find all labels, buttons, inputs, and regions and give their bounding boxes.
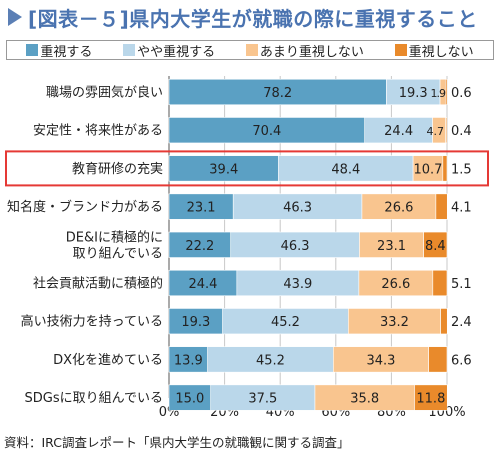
- bar-4-1: [168, 193, 234, 220]
- data-label-1-3: 1.9: [431, 87, 446, 100]
- data-label-5-4: 8.4: [425, 239, 446, 254]
- legend-swatch-1: [26, 44, 39, 56]
- bar-7-1: [168, 308, 223, 335]
- bar-4-3: [361, 193, 437, 220]
- bar-8-4: [428, 346, 448, 373]
- legend-swatch-3: [245, 44, 258, 56]
- data-label-8-4: 6.6: [451, 353, 472, 368]
- bar-8-1: [168, 346, 208, 373]
- legend-swatch-4: [394, 44, 407, 56]
- category-label-8: DX化を進めている: [53, 353, 163, 368]
- data-label-3-4: 1.5: [451, 162, 472, 177]
- bar-3-3: [412, 155, 444, 182]
- bar-9-1: [168, 384, 212, 411]
- bar-2-1: [168, 117, 366, 144]
- data-label-4-4: 4.1: [451, 201, 472, 216]
- legend-item-1: 重視する: [26, 41, 92, 60]
- data-label-9-3: 35.8: [350, 392, 379, 407]
- category-label-3: 教育研修の充実: [72, 161, 163, 177]
- bar-2-2: [364, 117, 433, 144]
- data-label-1-1: 78.2: [263, 86, 292, 101]
- data-label-2-3: 4.7: [427, 125, 445, 138]
- bar-6-4: [432, 269, 448, 297]
- bar-8-2: [207, 346, 334, 373]
- data-label-8-2: 45.2: [256, 353, 285, 368]
- category-label-7: 高い技術力を持っている: [21, 314, 163, 330]
- bar-3-1: [168, 155, 279, 182]
- data-label-1-2: 19.3: [399, 86, 428, 101]
- category-label-5: DE&Iに積極的に取り組んでいる: [66, 229, 163, 261]
- data-label-1-4: 0.6: [451, 86, 472, 101]
- bar-8-3: [332, 346, 429, 373]
- bar-5-3: [359, 231, 424, 258]
- data-label-2-4: 0.4: [451, 124, 472, 139]
- legend-swatch-2: [123, 44, 136, 56]
- bar-6-3: [358, 269, 434, 297]
- bar-2-4: [445, 117, 448, 144]
- data-label-3-2: 48.4: [331, 162, 360, 177]
- data-label-5-3: 23.1: [377, 239, 406, 254]
- bar-6-1: [168, 269, 238, 297]
- legend-label-4: 重視しない: [408, 44, 474, 60]
- source-note: 資料：IRC調査レポート「県内大学生の就職観に関する調査」: [4, 435, 350, 450]
- data-label-2-1: 70.4: [252, 124, 281, 139]
- data-label-3-1: 39.4: [209, 162, 238, 177]
- data-label-6-1: 24.4: [188, 277, 217, 292]
- data-label-6-2: 43.9: [283, 277, 312, 292]
- title-triangle-icon: [8, 8, 22, 26]
- highlight-box: [5, 150, 489, 187]
- data-label-4-3: 26.6: [384, 201, 413, 216]
- category-label-6: 社会貢献活動に積極的: [33, 276, 163, 292]
- data-label-6-3: 26.6: [381, 277, 410, 292]
- data-label-7-4: 2.4: [451, 315, 472, 330]
- category-label-4: 知名度・ブランド力がある: [7, 199, 163, 215]
- legend-item-2: やや重視する: [123, 41, 215, 60]
- bar-4-2: [232, 193, 363, 220]
- bar-4-4: [435, 193, 448, 220]
- data-label-9-2: 37.5: [248, 392, 277, 407]
- title-row: [図表－５]県内大学生が就職の際に重視すること: [8, 3, 478, 31]
- bar-7-4: [440, 308, 448, 335]
- data-label-9-4: 11.8: [416, 392, 445, 407]
- data-label-7-1: 19.3: [181, 315, 210, 330]
- bar-1-4: [445, 78, 448, 106]
- legend-label-3: あまり重視しない: [259, 44, 364, 60]
- category-label-1: 職場の雰囲気が良い: [46, 85, 163, 101]
- bar-5-1: [168, 231, 232, 258]
- data-label-8-1: 13.9: [174, 353, 203, 368]
- data-label-4-2: 46.3: [283, 201, 312, 216]
- data-label-2-2: 24.4: [384, 124, 413, 139]
- data-label-3-3: 10.7: [413, 162, 442, 177]
- legend-item-3: あまり重視しない: [245, 41, 364, 60]
- legend-label-2: やや重視する: [137, 44, 216, 60]
- bar-3-2: [278, 155, 414, 182]
- category-label-9: SDGsに取り組んでいる: [25, 391, 163, 406]
- data-label-7-2: 45.2: [271, 315, 300, 330]
- chart-legend: 重視する やや重視する あまり重視しない 重視しない: [6, 40, 494, 60]
- bar-1-1: [168, 78, 387, 106]
- data-label-7-3: 33.2: [380, 315, 409, 330]
- data-label-6-4: 5.1: [451, 277, 472, 292]
- category-label-2: 安定性・将来性がある: [33, 124, 163, 139]
- bar-9-4: [414, 384, 448, 411]
- legend-label-1: 重視する: [40, 44, 93, 60]
- chart-title: [図表－５]県内大学生が就職の際に重視すること: [28, 6, 478, 31]
- data-label-8-3: 34.3: [366, 353, 395, 368]
- bar-1-2: [386, 78, 441, 106]
- data-label-4-1: 23.1: [187, 201, 216, 216]
- data-label-9-1: 15.0: [175, 392, 204, 407]
- bar-5-4: [423, 231, 448, 258]
- bar-3-4: [442, 155, 448, 182]
- data-label-5-2: 46.3: [281, 239, 310, 254]
- legend-item-4: 重視しない: [394, 41, 474, 60]
- data-label-5-1: 22.2: [185, 239, 214, 254]
- bar-9-3: [314, 384, 415, 411]
